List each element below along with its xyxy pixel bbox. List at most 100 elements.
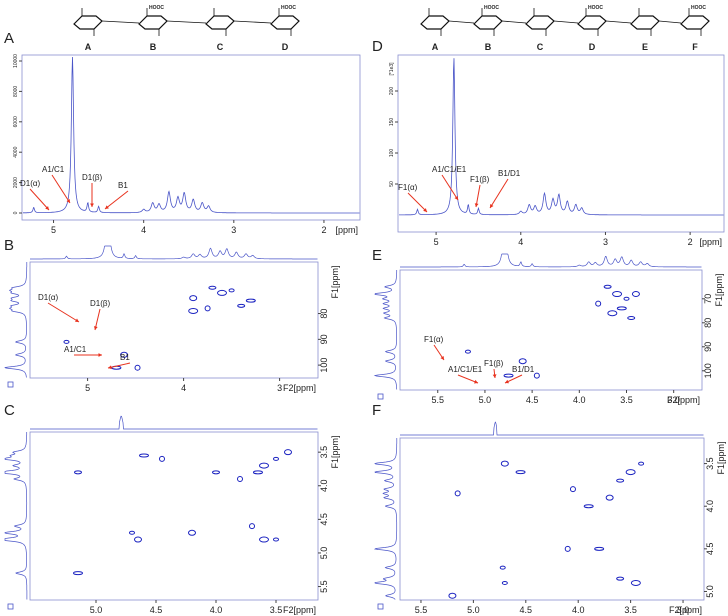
unit-label: B [485,42,492,52]
plot-frame [21,54,361,221]
projection-top [30,245,318,260]
x-tick-label: 5.0 [90,605,103,615]
panel-label: B [4,237,14,254]
x-tick-label: 2 [688,237,693,247]
y-tick-label: 80 [703,318,713,328]
projection-top [400,253,702,268]
x-tick-label: 4.5 [526,395,539,405]
cross-peak [189,295,198,302]
panel-label: D [372,38,383,55]
cross-peak [448,592,457,599]
unit-label: F [692,42,698,52]
cross-peak [212,470,220,475]
y-tick-label: 2000 [13,177,19,188]
peak-annotation: B1/D1 [498,169,521,178]
sugar-ring [680,15,710,30]
plot-frame [399,269,703,391]
spectrum [23,56,360,214]
peak-annotation: D1(α) [38,293,59,302]
cross-peak [134,364,141,371]
annotation-arrow [29,188,50,211]
unit-label: A [85,42,92,52]
group-label: HOOC [691,5,706,11]
y-tick-label: 4.0 [319,480,329,493]
x-tick-label: 3 [277,383,282,393]
plot-frame [399,437,705,601]
y-tick-label: 200 [389,87,395,96]
y-tick-label: 4.0 [705,500,715,513]
arrow-head [90,203,94,207]
arrow-head [75,318,79,322]
peak-annotation: A1/C1 [42,165,65,174]
cross-peak [500,460,509,467]
y-tick-label: 5.0 [319,547,329,560]
x-tick-label: 4.5 [520,605,533,615]
peak-annotation: A1/C1 [64,345,87,354]
plot-frame [29,261,319,379]
sugar-ring [205,15,235,30]
peak-annotation: B1 [118,181,128,190]
y-tick-label: 50 [389,181,395,187]
glycosidic-bond [501,20,527,24]
arrow-head [440,356,444,360]
peak-annotation: F1(β) [484,359,504,368]
sugar-ring [138,15,168,30]
peak-annotation: A1/C1/E1 [448,365,483,374]
cross-peak [217,289,227,296]
peak-annotation: B1 [120,353,130,362]
x-tick-label: 3 [231,225,236,235]
sugar-ring [420,15,450,30]
cross-peak [533,372,540,379]
group-label: HOOC [484,5,499,11]
cross-peak [204,305,211,312]
sugar-ring [270,15,300,30]
x-tick-label: 3.5 [270,605,283,615]
cross-peak [74,470,82,475]
projection-left [373,438,398,600]
peak-annotation: F1(β) [470,175,490,184]
glycosidic-bond [101,20,140,24]
x-tick-label: 3.5 [624,605,637,615]
glycosidic-bond [166,20,207,24]
cross-peak [273,456,279,461]
cross-peak [237,303,246,308]
panel-label: E [372,247,382,264]
x-tick-label: 5 [85,383,90,393]
corner-box [377,393,384,400]
cross-peak [583,504,594,509]
arrow-head [490,204,494,208]
x-tick-label: 5.5 [431,395,444,405]
cross-peak [259,536,269,543]
cross-peak [73,571,83,576]
y-tick-label: 70 [703,294,713,304]
x-axis-title: F2[ppm] [283,605,316,615]
arrow-head [93,326,98,330]
sugar-ring [525,15,555,30]
unit-label: D [589,42,596,52]
annotation-arrow [457,374,479,384]
peak-annotation: A1/C1/E1 [432,165,467,174]
y-tick-label: 100 [319,358,329,373]
cross-peak [518,358,527,365]
cross-peak [627,316,636,320]
y-tick-label: 100 [389,149,395,158]
cross-peak [273,537,279,542]
cross-peak [594,546,605,551]
x-tick-label: 2 [321,225,326,235]
y-tick-label: 8000 [13,86,19,97]
annotation-arrow [94,308,101,331]
unit-label: C [217,42,224,52]
cross-peak [595,300,602,307]
corner-box [377,603,384,610]
x-tick-label: 5 [434,237,439,247]
y-tick-label: 6000 [13,116,19,127]
y-tick-label: 0 [13,211,19,214]
glycosidic-bond [448,20,475,24]
projection-top [400,421,704,436]
sugar-ring [577,15,607,30]
annotation-arrow [407,192,428,213]
panel-label: C [4,402,15,419]
peak-annotation: D1(α) [20,179,41,188]
y-tick-label: 3.5 [705,457,715,470]
x-tick-label: 3.5 [620,395,633,405]
